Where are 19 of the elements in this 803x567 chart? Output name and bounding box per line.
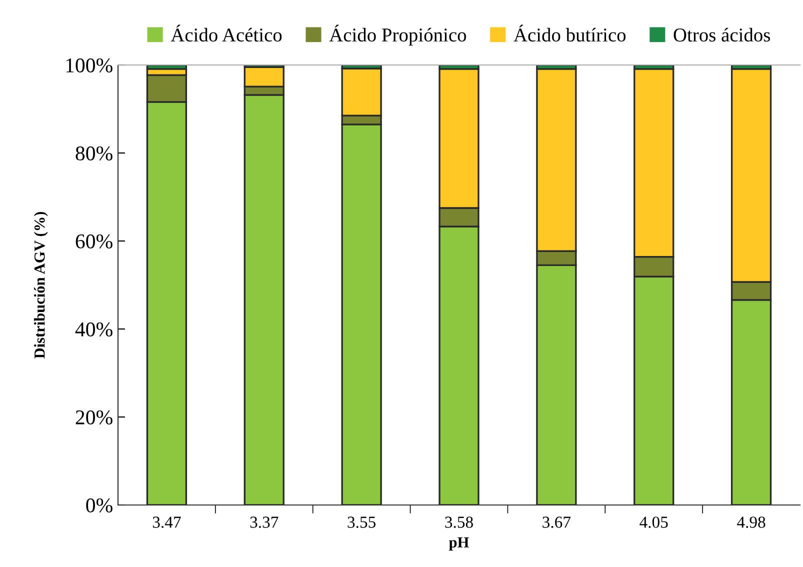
legend-label: Otros ácidos xyxy=(674,28,770,42)
x-tick-label: 3.37 xyxy=(250,516,278,528)
legend-label: Ácido Propiónico xyxy=(329,24,466,46)
x-tick-label: 3.55 xyxy=(348,516,376,528)
y-tick-label: 80% xyxy=(76,146,112,160)
y-tick-label: 100% xyxy=(66,58,112,72)
legend-label: Ácido butírico xyxy=(514,24,626,42)
x-tick-label: 4.05 xyxy=(640,516,668,528)
y-tick-label: 20% xyxy=(76,410,112,424)
legend-label: Ácido Acético xyxy=(170,24,282,42)
x-tick-label: 3.47 xyxy=(152,516,181,528)
x-tick-label: 3.58 xyxy=(445,516,473,528)
y-tick-label: 0% xyxy=(86,498,112,512)
x-tick-label: 4.98 xyxy=(737,516,766,528)
y-axis-title: Distribución AGV (%) xyxy=(34,212,48,358)
x-tick-label: 3.67 xyxy=(542,516,571,528)
y-tick-label: 60% xyxy=(76,234,112,248)
y-tick-label: 40% xyxy=(75,322,112,336)
x-axis-title: pH xyxy=(449,537,469,551)
